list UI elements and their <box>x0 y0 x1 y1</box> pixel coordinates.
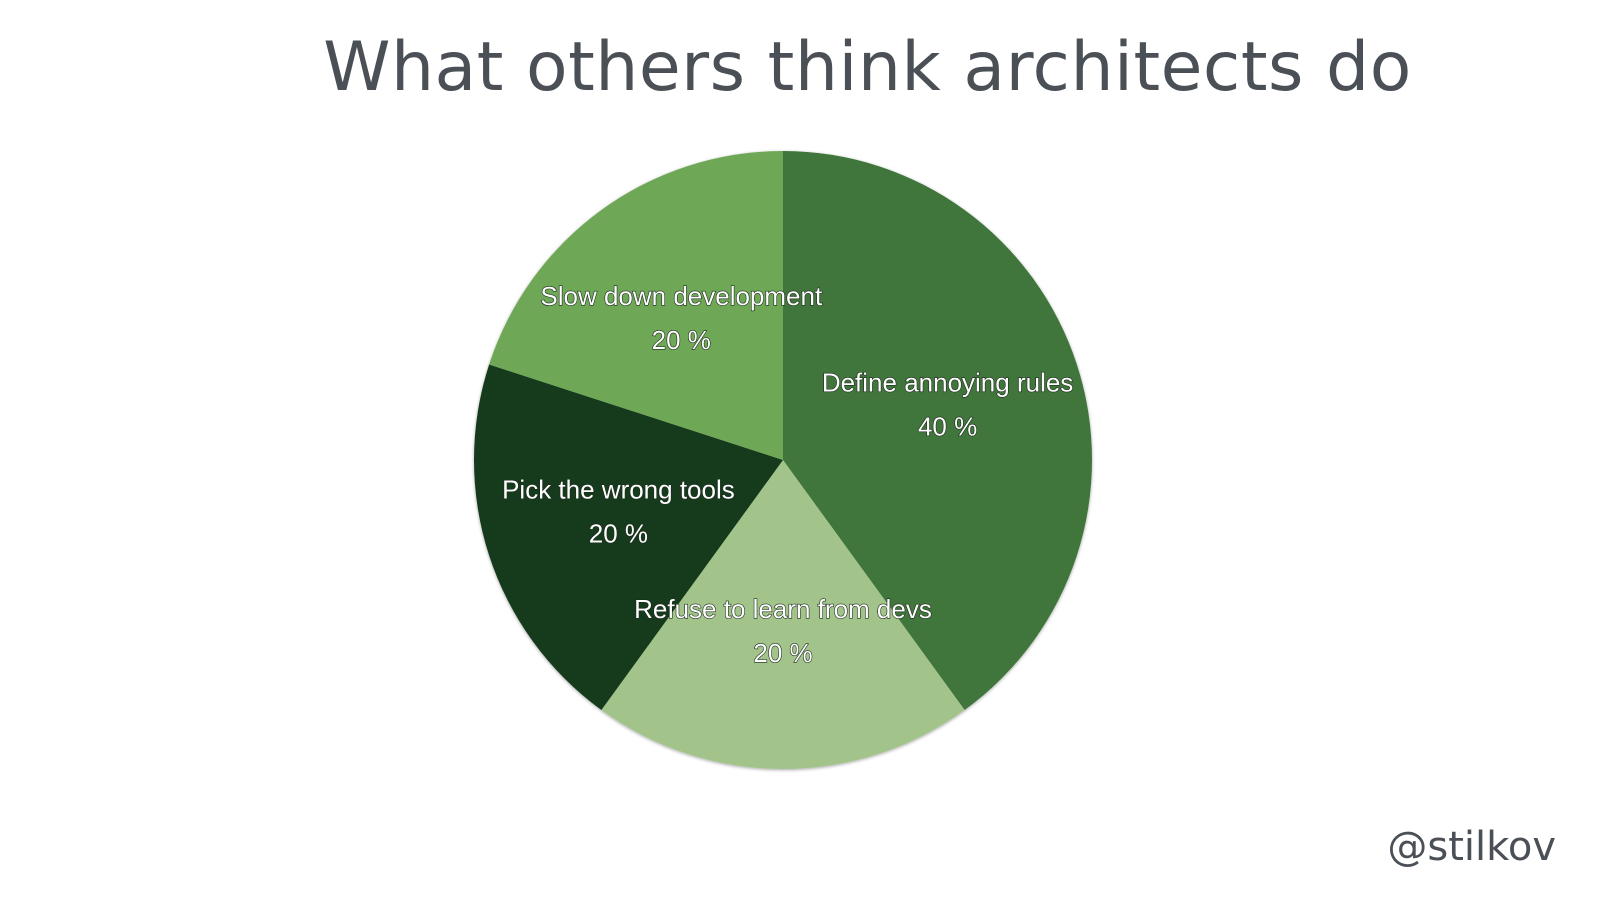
pie-slice-slow-down-development <box>489 151 783 460</box>
slice-label-pick-the-wrong-tools: Pick the wrong tools <box>502 474 735 504</box>
slice-label-refuse-to-learn-from-devs: Refuse to learn from devs <box>634 594 932 624</box>
slice-label-slow-down-development: Slow down development <box>540 281 823 311</box>
pie-slice-define-annoying-rules <box>783 151 1092 710</box>
slide-title: What others think architects do <box>323 28 1412 107</box>
slice-label-define-annoying-rules: Define annoying rules <box>822 367 1074 397</box>
slice-value-slow-down-development: 20 % <box>652 325 711 355</box>
pie-slice-pick-the-wrong-tools <box>474 364 783 710</box>
slice-value-define-annoying-rules: 40 % <box>918 411 977 441</box>
author-handle: @stilkov <box>1387 824 1556 870</box>
slice-value-refuse-to-learn-from-devs: 20 % <box>753 638 812 668</box>
slice-value-pick-the-wrong-tools: 20 % <box>589 518 648 548</box>
pie-labels: Define annoying rules 40 % Refuse to learn… <box>501 280 1074 668</box>
pie-slice-refuse-to-learn-from-devs <box>601 460 965 770</box>
pie-slices <box>474 151 1092 770</box>
